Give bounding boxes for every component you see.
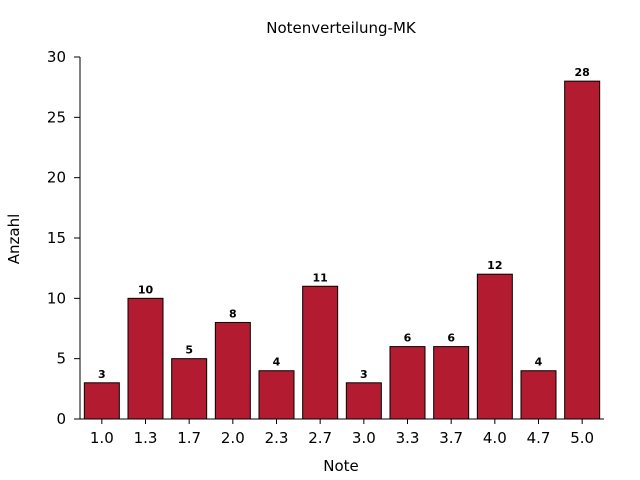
data-label: 4	[535, 356, 543, 369]
data-label: 5	[185, 344, 193, 357]
data-label: 3	[98, 368, 106, 381]
bar-2.3	[258, 370, 295, 420]
y-tick-label: 20	[47, 169, 66, 187]
data-label: 6	[404, 332, 412, 345]
x-tick-label: 1.7	[177, 429, 201, 447]
bar-5.0	[564, 80, 601, 420]
bar-3.3	[389, 346, 426, 420]
data-label: 12	[487, 259, 502, 272]
y-axis-label: Anzahl	[5, 214, 23, 265]
data-label: 3	[360, 368, 368, 381]
data-label: 10	[138, 283, 154, 296]
y-tick-label: 15	[47, 229, 66, 247]
y-tick-label: 25	[47, 108, 66, 126]
data-label: 6	[447, 332, 455, 345]
x-axis-ticks: 1.0 1.3 1.7 2.0 2.3 2.7 3.0 3.3 3.7 4.0 4.7 5.0	[90, 419, 594, 447]
bar-1.3	[127, 297, 164, 420]
data-labels-group: 3 10 5 8 4 11 3 6 6 12 4 28	[98, 66, 590, 381]
bar-1.7	[171, 358, 208, 420]
x-tick-label: 5.0	[570, 429, 594, 447]
bars-group	[83, 80, 601, 420]
chart-title: Notenverteilung-MK	[266, 19, 417, 37]
x-tick-label: 3.7	[439, 429, 463, 447]
x-tick-label: 4.0	[483, 429, 507, 447]
data-label: 11	[313, 271, 328, 284]
y-tick-label: 5	[56, 350, 66, 368]
x-tick-label: 2.3	[265, 429, 289, 447]
bar-1.0	[83, 382, 120, 420]
x-tick-label: 3.0	[352, 429, 376, 447]
y-tick-label: 0	[56, 410, 66, 428]
y-tick-label: 30	[47, 48, 66, 66]
x-tick-label: 3.3	[396, 429, 420, 447]
y-axis-ticks: 0 5 10 15 20 25 30	[47, 48, 80, 428]
bar-2.0	[214, 321, 251, 420]
data-label: 4	[273, 356, 281, 369]
data-label: 8	[229, 307, 237, 320]
y-tick-label: 10	[47, 289, 66, 307]
x-tick-label: 2.7	[308, 429, 332, 447]
x-tick-label: 2.0	[221, 429, 245, 447]
bar-3.7	[433, 346, 470, 420]
bar-4.7	[520, 370, 557, 420]
data-label: 28	[575, 66, 590, 79]
bar-2.7	[302, 285, 339, 420]
x-tick-label: 4.7	[527, 429, 551, 447]
x-tick-label: 1.0	[90, 429, 114, 447]
bar-4.0	[476, 273, 513, 420]
bar-3.0	[345, 382, 382, 420]
x-tick-label: 1.3	[134, 429, 158, 447]
x-axis-label: Note	[323, 457, 359, 475]
